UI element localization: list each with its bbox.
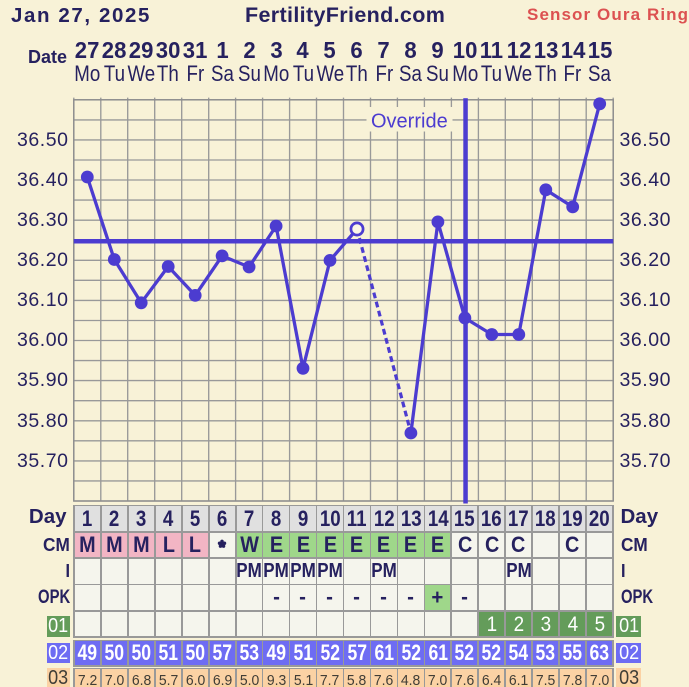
svg-text:Override: Override xyxy=(371,111,448,133)
